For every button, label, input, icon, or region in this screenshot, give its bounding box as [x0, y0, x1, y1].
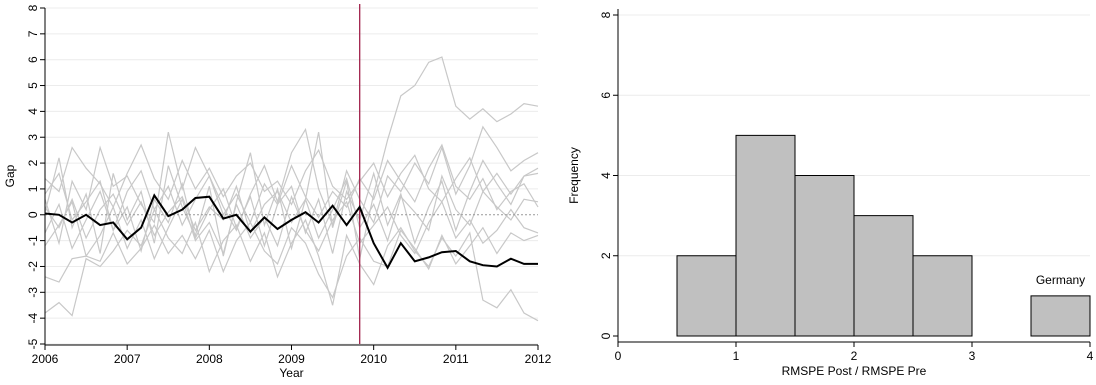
placebo-series-line [44, 56, 539, 259]
gap-line-chart: -5 -4 -3 -2 -1 0 1 2 3 4 5 6 7 8 2006 2007 2008 2009 2010 2… [3, 4, 552, 380]
germany-annotation: Germany [1036, 273, 1085, 287]
y-tick-label: 6 [599, 92, 613, 99]
y-tick-label: 4 [26, 108, 40, 115]
placebo-series-line [44, 143, 539, 233]
x-tick-label: 2008 [196, 352, 223, 366]
histogram-bar [735, 134, 796, 337]
right-x-axis-label: RMSPE Post / RMSPE Pre [782, 364, 927, 378]
placebo-series-line [44, 143, 539, 209]
x-tick-label: 2012 [525, 352, 552, 366]
placebo-series-line [44, 208, 539, 322]
right-y-axis-label: Frequency [567, 147, 581, 204]
y-tick-label: 4 [599, 172, 613, 179]
y-tick-label: -2 [26, 261, 40, 272]
histogram-bar [912, 255, 973, 337]
x-tick-label: 2006 [32, 352, 59, 366]
placebo-lines [44, 56, 539, 322]
x-tick-label: 2011 [443, 352, 469, 366]
left-y-axis-label: Gap [3, 164, 17, 187]
placebo-series-line [44, 194, 539, 261]
treated-series-line [44, 193, 538, 270]
x-tick-label: 2 [851, 349, 858, 363]
y-tick-label: 6 [26, 56, 40, 63]
placebo-series-line [44, 159, 539, 254]
placebo-series-line [44, 221, 539, 299]
y-tick-label: 2 [599, 252, 613, 259]
left-gridlines [45, 7, 538, 345]
treated-line-group [44, 193, 538, 270]
y-tick-label: 3 [26, 134, 40, 141]
y-tick-label: -5 [26, 338, 40, 349]
placebo-series-line [44, 125, 539, 246]
left-x-axis-label: Year [279, 366, 303, 380]
y-tick-label: 1 [26, 185, 40, 192]
x-tick-label: 2007 [114, 352, 141, 366]
reference-lines [45, 4, 538, 344]
x-tick-label: 1 [733, 349, 740, 363]
x-tick-label: 3 [969, 349, 976, 363]
x-tick-label: 2009 [278, 352, 305, 366]
y-tick-label: -4 [26, 312, 40, 323]
histogram-bar [1030, 295, 1091, 337]
left-axes: -5 -4 -3 -2 -1 0 1 2 3 4 5 6 7 8 2006 2007 2008 2009 2010 2… [26, 4, 552, 366]
placebo-series-line [44, 174, 539, 243]
right-axes: 0 2 4 6 8 0 1 2 3 4 [599, 9, 1094, 363]
y-tick-label: 2 [26, 159, 40, 166]
x-tick-label: 0 [615, 349, 622, 363]
histogram-bar [676, 255, 737, 337]
y-tick-label: -1 [26, 235, 40, 246]
histogram-bars [676, 134, 1091, 337]
y-tick-label: 0 [26, 211, 40, 218]
y-tick-label: 0 [599, 332, 613, 339]
x-tick-label: 4 [1087, 349, 1094, 363]
histogram-bar [794, 175, 855, 337]
y-tick-label: 8 [26, 4, 40, 11]
y-tick-label: 8 [599, 11, 613, 18]
y-tick-label: 5 [26, 82, 40, 89]
y-tick-label: 7 [26, 30, 40, 37]
histogram-bar [853, 215, 914, 337]
y-tick-label: -3 [26, 287, 40, 298]
x-tick-label: 2010 [360, 352, 387, 366]
rmspe-histogram: 0 2 4 6 8 0 1 2 3 4 Germany RMSPE Post / RMSPE Pr… [567, 9, 1094, 378]
